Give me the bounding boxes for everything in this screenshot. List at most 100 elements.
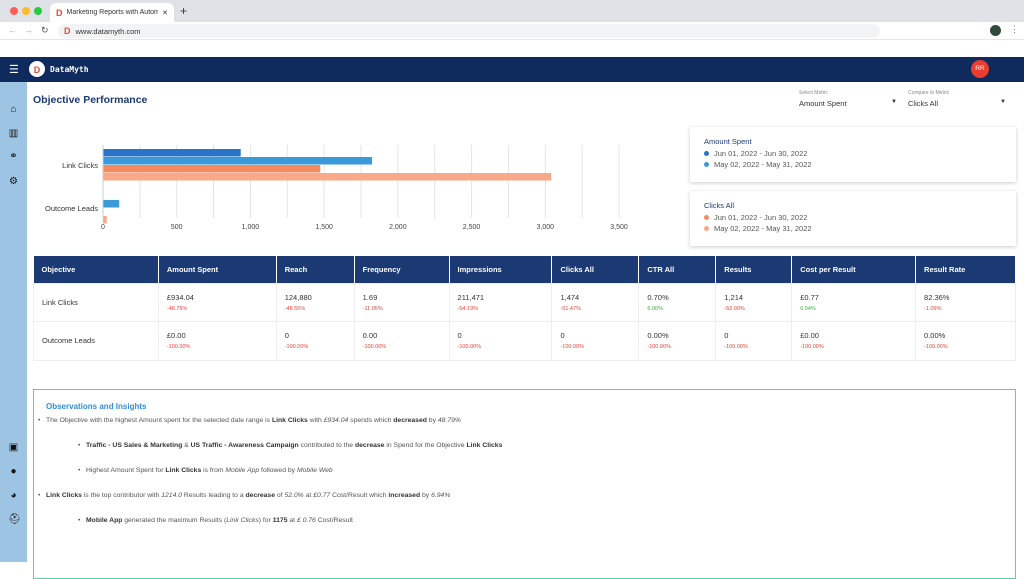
insight-text: is from (201, 467, 226, 474)
insight-text: 52.0% (284, 492, 304, 499)
chat-icon[interactable]: ◕ (10, 490, 17, 501)
metric-change: -52.00% (724, 305, 745, 312)
insight-text: US Traffic - Awareness Campaign (190, 442, 299, 449)
x-tick-label: 2,000 (389, 224, 407, 231)
metric-cell: 0 -100.00% (275, 321, 355, 361)
insight-text: in Spend for the Objective (384, 442, 467, 449)
objective-table: Objective Amount Spent Reach Frequency Impre… (33, 256, 1016, 361)
legend-card: Clicks All Jun 01, 2022 - Jun 30, 2022 May… (690, 191, 1016, 246)
insight-text: Mobile Web (296, 467, 333, 474)
user-avatar[interactable]: RR (971, 60, 989, 78)
favicon-icon: D (56, 7, 63, 18)
metric-value: £0.00 (800, 331, 819, 341)
insight-text: Cost/Result (315, 517, 353, 524)
network-icon[interactable]: ⚭ (9, 151, 18, 162)
select-metric-value: Amount Spent (799, 99, 847, 108)
bar[interactable] (103, 149, 241, 157)
legend-label: Jun 01, 2022 - Jun 30, 2022 (714, 148, 808, 158)
insight-text: decreased (393, 417, 427, 424)
metric-change: 6.94% (800, 305, 816, 312)
hamburger-menu-icon[interactable]: ☰ (9, 64, 19, 76)
legend-item[interactable]: Jun 01, 2022 - Jun 30, 2022 (704, 149, 1002, 158)
menu-icon[interactable]: ⋮ (1010, 24, 1019, 34)
new-tab-button[interactable]: + (180, 4, 188, 18)
legend-item[interactable]: May 02, 2022 - May 31, 2022 (704, 160, 1002, 169)
url-field[interactable]: D www.datamyth.com (58, 24, 880, 38)
video-icon[interactable]: ▣ (8, 442, 19, 453)
bar[interactable] (103, 216, 107, 224)
metric-change: -54.19% (457, 305, 479, 312)
insight-text: contributed to the (298, 442, 355, 449)
home-icon[interactable]: ⌂ (10, 104, 17, 115)
x-tick-label: 500 (171, 224, 183, 231)
browser-tab[interactable]: D Marketing Reports with Automa ✕ (50, 3, 174, 22)
close-tab-icon[interactable]: ✕ (162, 9, 168, 17)
metric-value: 0.00% (924, 331, 946, 341)
metric-cell: 0.00 -100.00% (353, 321, 450, 361)
column-header: Result Rate (915, 256, 1016, 283)
metric-change: -11.05% (362, 305, 383, 312)
x-tick-label: 1,500 (315, 224, 333, 231)
profile-avatar[interactable] (990, 25, 1001, 36)
sidebar: ⌂ ▥ ⚭ ⚙ ▣ ● ◕ ⛑ (0, 82, 27, 562)
insight-text: spends which (348, 417, 394, 424)
y-category-label: Outcome Leads (45, 204, 98, 213)
insight-text: Traffic - US Sales & Marketing (86, 442, 183, 449)
forward-icon[interactable]: → (24, 25, 33, 35)
metric-cell: 0 -100.00% (715, 321, 793, 361)
insight-text: by (426, 417, 438, 424)
insight-text: is the top contributor with (81, 492, 162, 499)
metric-cell: 0.70% 6.06% (638, 282, 717, 322)
back-icon[interactable]: ← (8, 25, 17, 35)
close-window-button[interactable] (10, 7, 18, 15)
bar[interactable] (103, 157, 373, 165)
column-header: Results (715, 256, 793, 283)
metric-change: -100.00% (724, 344, 748, 351)
legend-label: Jun 01, 2022 - Jun 30, 2022 (714, 212, 808, 222)
select-metric-dropdown[interactable]: Select Metric Amount Spent ▼ (799, 90, 897, 108)
settings-icon[interactable]: ⚙ (9, 176, 18, 187)
insight-text: £0.77 (313, 492, 331, 499)
bar[interactable] (103, 200, 120, 208)
insight-text: followed by (259, 467, 297, 474)
maximize-window-button[interactable] (34, 7, 42, 15)
metric-value: 211,471 (457, 292, 485, 302)
table-row[interactable]: Outcome Leads £0.00 -100.00% 0 -100.00% 0.00 -… (33, 321, 1016, 361)
metric-change: -100.00% (284, 344, 309, 351)
insight-text: Results leading to a (182, 492, 246, 499)
legend-item[interactable]: Jun 01, 2022 - Jun 30, 2022 (704, 213, 1002, 222)
metric-value: 82.36% (924, 292, 950, 302)
metric-value: £0.00 (166, 331, 186, 341)
compare-metric-dropdown[interactable]: Compare to Metric Clicks All ▼ (908, 90, 1006, 108)
support-icon[interactable]: ⛑ (8, 514, 21, 525)
metric-change: -48.79% (166, 305, 188, 312)
help-icon[interactable]: ● (10, 466, 17, 477)
x-tick-label: 3,500 (610, 224, 628, 231)
compare-metric-label: Compare to Metric (908, 90, 950, 96)
tab-title: Marketing Reports with Automa (66, 9, 159, 16)
metric-value: 124,880 (284, 292, 312, 302)
insight-text: Mobile App (86, 517, 123, 524)
chevron-down-icon: ▼ (891, 99, 897, 105)
metric-cell: 124,880 -48.55% (275, 282, 355, 322)
bar[interactable] (103, 173, 552, 181)
insight-text: decrease (245, 492, 275, 499)
favicon-icon: D (64, 26, 71, 36)
minimize-window-button[interactable] (22, 7, 30, 15)
legend-dot (704, 150, 709, 156)
insight-text: £ 0.76 (296, 517, 316, 524)
app-logo: D (29, 61, 45, 77)
legend-label: May 02, 2022 - May 31, 2022 (714, 224, 812, 233)
insight-text: 1214.0 (161, 492, 183, 499)
reload-icon[interactable]: ↻ (41, 25, 49, 35)
table-row[interactable]: Link Clicks £934.04 -48.79% 124,880 -48.55% 1… (33, 282, 1016, 322)
insight-text: at (287, 517, 297, 524)
insight-item: Mobile App generated the maximum Results… (78, 517, 1003, 524)
insight-text: Link Clicks (46, 492, 82, 499)
bar-chart: 0 500 1,000 1,500 2,000 2,500 3,000 3,500 Link C… (45, 145, 628, 231)
chart-icon[interactable]: ▥ (8, 128, 19, 139)
legend-item[interactable]: May 02, 2022 - May 31, 2022 (704, 224, 1002, 233)
bar[interactable] (103, 165, 321, 173)
objective-cell: Outcome Leads (33, 321, 159, 361)
metric-value: £934.04 (166, 292, 194, 302)
